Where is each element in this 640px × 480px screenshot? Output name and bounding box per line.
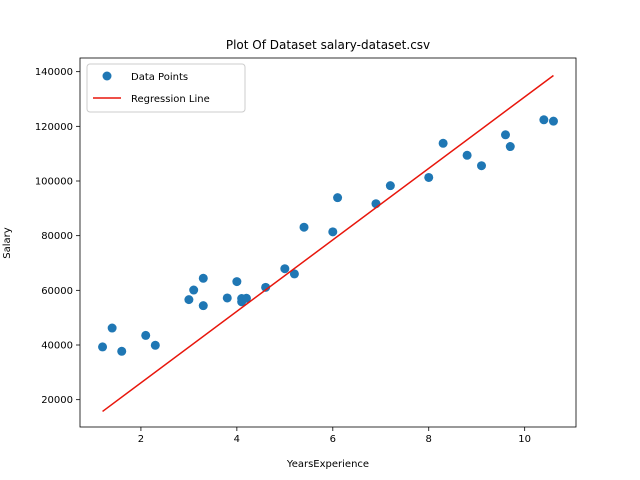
legend: Data Points Regression Line — [86, 63, 246, 113]
y-tick-label-100000: 100000 — [35, 177, 73, 188]
data-point-28 — [539, 115, 549, 125]
data-point-14 — [261, 282, 271, 292]
data-point-4 — [150, 340, 160, 350]
y-axis: 20000 40000 60000 80000 100000 120000 140000 — [35, 67, 80, 406]
data-point-0 — [98, 342, 108, 352]
chart-title: Plot Of Dataset salary-dataset.csv — [226, 38, 430, 52]
x-tick-label-6: 6 — [330, 434, 336, 445]
data-point-10 — [232, 277, 242, 287]
plot-frame — [79, 57, 577, 428]
x-axis-label: YearsExperience — [286, 459, 369, 470]
data-point-27 — [505, 142, 515, 152]
regression-line — [102, 74, 554, 413]
data-point-6 — [189, 285, 199, 295]
data-point-23 — [438, 138, 448, 148]
data-point-18 — [328, 227, 338, 237]
data-point-16 — [289, 269, 299, 279]
data-point-22 — [424, 172, 434, 182]
y-tick-label-20000: 20000 — [41, 395, 73, 406]
data-point-15 — [280, 264, 290, 274]
legend-marker-data-points — [102, 71, 112, 81]
y-tick-label-140000: 140000 — [35, 67, 73, 78]
y-tick-label-60000: 60000 — [41, 286, 73, 297]
data-point-29 — [548, 116, 558, 126]
data-point-5 — [184, 295, 194, 305]
legend-box — [86, 63, 246, 113]
plot-area — [98, 74, 558, 413]
data-point-24 — [462, 150, 472, 160]
x-tick-label-8: 8 — [426, 434, 432, 445]
data-point-2 — [117, 346, 127, 356]
y-tick-label-120000: 120000 — [35, 122, 73, 133]
data-point-19 — [333, 193, 343, 203]
x-tick-label-10: 10 — [518, 434, 531, 445]
data-point-26 — [500, 130, 510, 140]
legend-label-data-points: Data Points — [131, 72, 188, 83]
y-axis-label: Salary — [2, 227, 13, 258]
data-point-13 — [241, 293, 251, 303]
data-point-25 — [477, 161, 486, 171]
data-point-7 — [198, 301, 208, 311]
x-tick-label-4: 4 — [234, 434, 240, 445]
data-point-21 — [385, 181, 395, 191]
y-tick-label-80000: 80000 — [41, 231, 73, 242]
legend-label-regression-line: Regression Line — [131, 94, 210, 105]
y-tick-label-40000: 40000 — [41, 341, 73, 352]
x-axis: 2 4 6 8 10 — [138, 427, 531, 445]
x-tick-label-2: 2 — [138, 434, 144, 445]
data-point-3 — [141, 330, 151, 340]
data-point-8 — [198, 273, 208, 283]
data-point-17 — [299, 222, 309, 232]
data-point-9 — [222, 293, 232, 303]
data-point-1 — [107, 323, 117, 333]
